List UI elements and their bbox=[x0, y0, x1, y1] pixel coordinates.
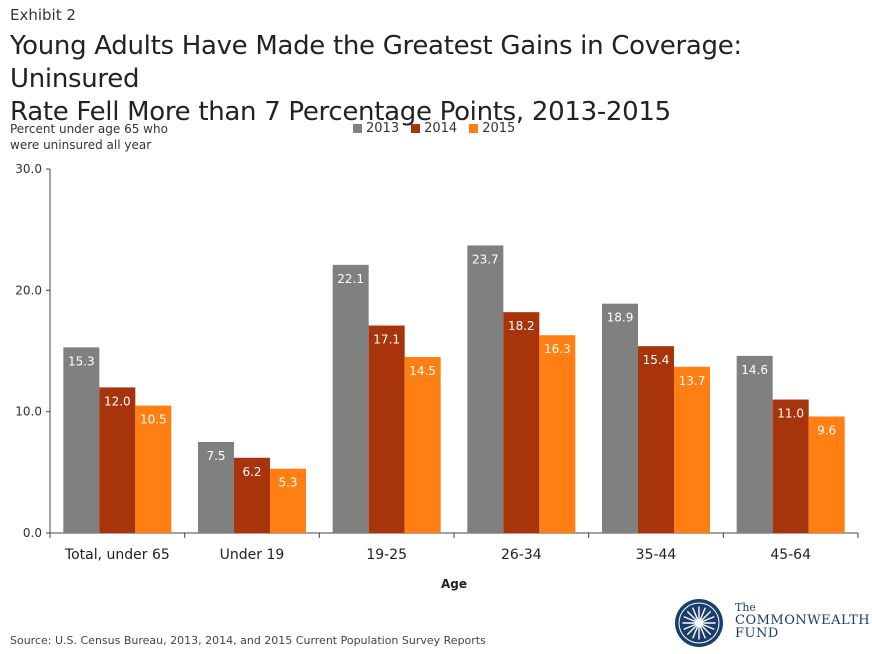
source-note: Source: U.S. Census Bureau, 2013, 2014, … bbox=[10, 634, 486, 647]
y-axis-label-line-1: Percent under age 65 who bbox=[10, 122, 168, 136]
y-tick-label: 20.0 bbox=[15, 283, 42, 297]
y-axis-label-line-2: were uninsured all year bbox=[10, 138, 152, 152]
chart-legend: 2013 2014 2015 bbox=[353, 121, 515, 136]
x-tick-label: 35-44 bbox=[636, 547, 677, 563]
logo-commonwealth: COMMONWEALTH bbox=[735, 613, 871, 628]
data-label-2015-0: 10.5 bbox=[140, 413, 167, 427]
chart-title-line-2: Rate Fell More than 7 Percentage Points,… bbox=[10, 97, 671, 127]
logo-wordmark: The COMMONWEALTH FUND bbox=[735, 601, 870, 640]
bar-2013-0 bbox=[63, 347, 100, 533]
x-tick-label: 19-25 bbox=[366, 547, 407, 563]
data-label-2013-0: 15.3 bbox=[68, 354, 95, 368]
x-tick-label: Under 19 bbox=[220, 547, 285, 563]
bar-2013-1 bbox=[198, 442, 234, 533]
y-tick-label: 0.0 bbox=[23, 526, 42, 540]
data-label-2014-1: 6.2 bbox=[242, 465, 261, 479]
data-label-2013-4: 18.9 bbox=[607, 311, 634, 325]
bar-2014-1 bbox=[234, 457, 270, 533]
data-label-2014-3: 18.2 bbox=[508, 319, 535, 333]
bar-2014-0 bbox=[99, 387, 136, 533]
commonwealth-fund-logo: The COMMONWEALTH FUND bbox=[673, 597, 870, 649]
logo-the: The bbox=[735, 601, 756, 614]
y-axis-label: Percent under age 65 who were uninsured … bbox=[10, 121, 168, 153]
exhibit-label: Exhibit 2 bbox=[10, 6, 76, 24]
bar-2015-3 bbox=[539, 335, 576, 533]
bar-2013-5 bbox=[736, 355, 773, 533]
bar-2014-3 bbox=[503, 312, 540, 533]
legend-item-2014: 2014 bbox=[411, 121, 457, 136]
data-label-2013-5: 14.6 bbox=[741, 363, 768, 377]
chart-title: Young Adults Have Made the Greatest Gain… bbox=[10, 30, 865, 129]
legend-swatch-2014 bbox=[411, 124, 421, 133]
legend-label-2015: 2015 bbox=[482, 121, 516, 136]
bar-2013-4 bbox=[602, 303, 638, 533]
bar-2015-0 bbox=[135, 405, 172, 533]
bar-2013-2 bbox=[332, 264, 369, 533]
data-label-2014-5: 11.0 bbox=[777, 407, 804, 421]
bar-2013-3 bbox=[467, 245, 504, 533]
legend-item-2013: 2013 bbox=[353, 121, 399, 136]
data-label-2014-4: 15.4 bbox=[643, 353, 670, 367]
x-axis-title: Age bbox=[441, 577, 467, 591]
data-label-2013-2: 22.1 bbox=[337, 272, 364, 286]
bar-2015-4 bbox=[674, 366, 710, 533]
bar-2015-1 bbox=[270, 468, 306, 533]
data-label-2015-3: 16.3 bbox=[544, 342, 571, 356]
bar-2014-4 bbox=[638, 346, 674, 533]
starburst-seal-icon bbox=[675, 599, 723, 647]
bar-2015-2 bbox=[404, 357, 441, 533]
data-label-2015-1: 5.3 bbox=[278, 476, 297, 490]
data-label-2013-3: 23.7 bbox=[472, 252, 499, 266]
legend-swatch-2015 bbox=[469, 124, 479, 133]
bar-2014-5 bbox=[772, 399, 809, 533]
bar-2014-2 bbox=[368, 325, 405, 533]
data-label-2013-1: 7.5 bbox=[206, 449, 225, 463]
bar-chart: 0.0 10.0 20.0 30.0 15.3 12.0 10.5 Total, under … bbox=[15, 162, 859, 591]
legend-label-2014: 2014 bbox=[424, 121, 458, 136]
logo-fund: FUND bbox=[735, 626, 779, 641]
y-tick-label: 10.0 bbox=[15, 405, 42, 419]
data-label-2014-0: 12.0 bbox=[104, 394, 131, 408]
x-tick-label: 45-64 bbox=[770, 547, 811, 563]
bar-2015-5 bbox=[808, 416, 845, 533]
x-tick-label: Total, under 65 bbox=[64, 547, 170, 563]
data-label-2015-4: 13.7 bbox=[679, 374, 706, 388]
chart-title-line-1: Young Adults Have Made the Greatest Gain… bbox=[10, 31, 742, 94]
data-label-2015-5: 9.6 bbox=[817, 424, 836, 438]
legend-label-2013: 2013 bbox=[366, 121, 400, 136]
legend-item-2015: 2015 bbox=[469, 121, 515, 136]
data-label-2015-2: 14.5 bbox=[409, 364, 436, 378]
x-tick-label: 26-34 bbox=[501, 547, 542, 563]
y-tick-label: 30.0 bbox=[15, 162, 42, 176]
legend-swatch-2013 bbox=[353, 124, 362, 133]
data-label-2014-2: 17.1 bbox=[373, 333, 400, 347]
